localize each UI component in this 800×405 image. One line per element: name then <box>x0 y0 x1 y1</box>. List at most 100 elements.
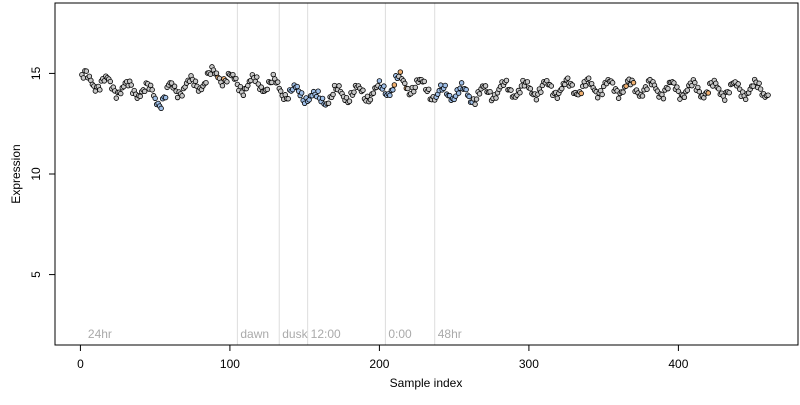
period-lines <box>236 3 436 345</box>
data-point <box>233 75 239 82</box>
data-point <box>660 95 667 102</box>
data-point <box>472 101 478 107</box>
y-axis-label: Expression <box>9 144 23 203</box>
x-tick-label: 400 <box>668 357 688 371</box>
data-point <box>765 92 771 98</box>
data-point <box>367 97 374 103</box>
data-point <box>298 90 305 96</box>
data-point <box>476 91 483 97</box>
data-point <box>128 82 134 88</box>
data-point <box>275 79 281 85</box>
data-point <box>270 71 276 78</box>
data-point <box>294 83 300 90</box>
data-point <box>168 80 175 86</box>
data-point <box>330 91 336 98</box>
data-point <box>80 75 87 81</box>
data-point <box>565 75 571 81</box>
data-point <box>562 81 568 88</box>
data-point <box>508 87 514 93</box>
data-point <box>391 82 398 88</box>
data-point <box>387 92 393 99</box>
data-point <box>137 93 143 100</box>
data-point <box>586 75 592 81</box>
data-point <box>705 90 711 96</box>
data-point <box>548 83 555 89</box>
data-point <box>426 86 432 92</box>
data-point <box>141 88 148 95</box>
y-axis: 5 10 15 <box>29 66 55 278</box>
data-point <box>390 87 396 93</box>
data-point <box>757 86 764 92</box>
data-point <box>405 85 411 92</box>
data-point <box>583 83 589 89</box>
data-point <box>285 96 291 102</box>
data-point <box>118 90 124 97</box>
data-point <box>376 78 383 84</box>
data-point <box>381 83 387 89</box>
data-point <box>219 83 226 89</box>
data-point <box>677 96 683 102</box>
y-tick-label: 15 <box>29 66 43 80</box>
data-point <box>527 86 534 92</box>
data-point <box>463 86 469 93</box>
data-point <box>458 80 465 86</box>
data-point <box>578 90 584 97</box>
data-point <box>162 94 169 101</box>
data-point <box>264 86 270 93</box>
data-point <box>207 71 214 77</box>
data-point <box>493 95 499 101</box>
data-point <box>152 95 158 102</box>
data-point <box>278 88 284 94</box>
data-point <box>681 94 688 101</box>
data-point <box>174 94 181 101</box>
period-label: 12:00 <box>311 327 341 341</box>
data-point <box>675 88 682 94</box>
data-point <box>203 79 209 86</box>
data-point <box>524 79 531 85</box>
period-label: 24hr <box>88 327 112 341</box>
data-point <box>533 97 540 103</box>
x-axis: 0 100 200 300 400 <box>77 345 689 371</box>
data-point <box>695 84 701 91</box>
data-point <box>192 78 199 84</box>
data-point <box>254 74 260 80</box>
data-point <box>402 80 408 87</box>
data-point <box>149 87 155 93</box>
data-point <box>742 96 749 103</box>
data-point <box>442 82 448 89</box>
data-point <box>644 86 650 92</box>
y-tick-label: 10 <box>29 167 43 181</box>
data-point <box>722 97 728 103</box>
data-point <box>473 96 480 102</box>
data-point <box>615 95 622 101</box>
data-point <box>630 80 637 86</box>
data-point <box>599 91 605 98</box>
data-point <box>487 88 493 95</box>
period-label: 0:00 <box>388 327 412 341</box>
data-point <box>351 89 357 95</box>
data-point <box>503 77 510 84</box>
data-point <box>665 85 671 92</box>
data-point <box>224 79 230 85</box>
data-point <box>466 93 472 100</box>
data-point <box>240 92 247 98</box>
data-point <box>620 89 626 95</box>
data-point <box>538 89 544 95</box>
data-point <box>336 83 342 89</box>
data-point <box>594 95 601 101</box>
data-point <box>171 83 178 89</box>
data-point <box>639 93 646 99</box>
data-point <box>107 78 114 85</box>
data-point <box>370 90 377 96</box>
data-point <box>97 87 103 93</box>
period-labels: 24hr dawn dusk 12:00 0:00 48hr <box>88 327 462 341</box>
data-point <box>343 95 350 101</box>
data-point <box>609 80 616 86</box>
data-point <box>455 90 462 96</box>
data-point <box>397 69 404 75</box>
data-point <box>684 87 691 93</box>
data-point <box>113 95 119 101</box>
data-point <box>147 82 154 89</box>
